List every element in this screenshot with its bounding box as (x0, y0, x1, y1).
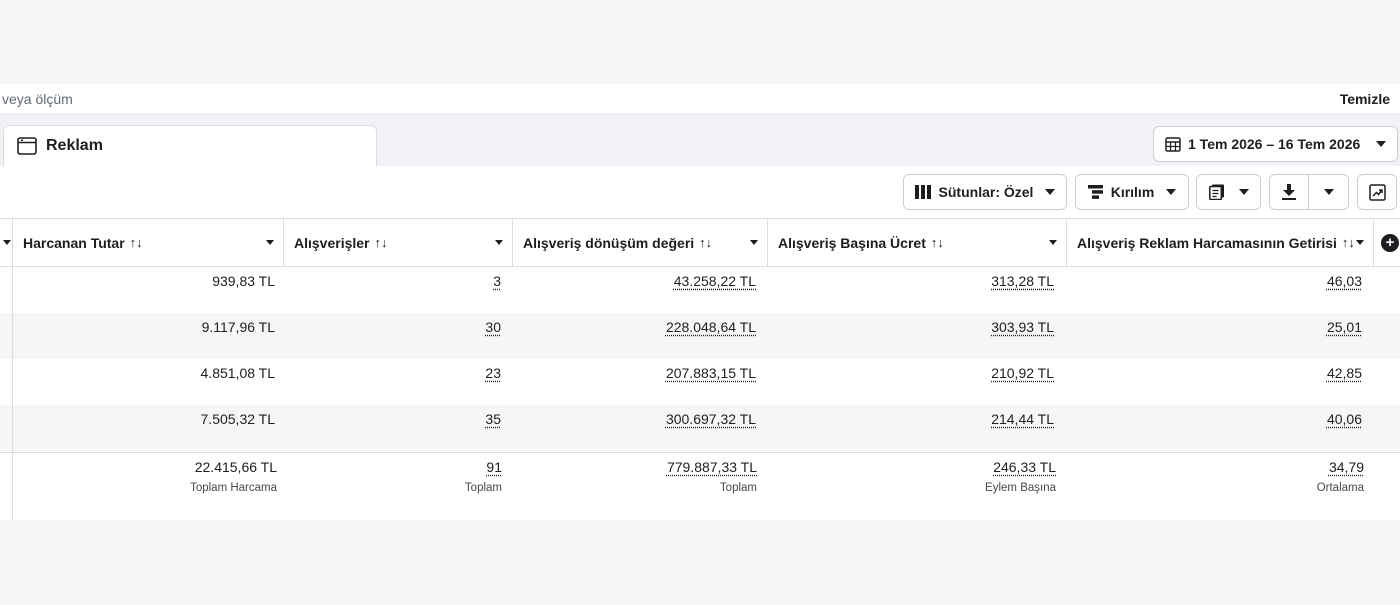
breakdown-label: Kırılım (1110, 184, 1155, 200)
cell-spend: 939,83 TL (212, 273, 275, 289)
chevron-down-icon (1323, 189, 1334, 195)
sort-icon[interactable]: ↑↓ (1341, 235, 1355, 250)
add-column-header: + (1374, 218, 1400, 267)
column-header-label: Alışveriş dönüşüm değeri (523, 234, 695, 251)
column-header-label: Alışveriş Başına Ücret (778, 234, 926, 251)
cell-roas[interactable]: 42,85 (1326, 365, 1362, 381)
chevron-down-icon (1045, 189, 1056, 195)
chevron-down-icon (1376, 141, 1386, 147)
cell-purchases[interactable]: 30 (485, 319, 501, 335)
cell-purchases[interactable]: 3 (493, 273, 501, 289)
filter-input[interactable]: veya ölçüm (2, 90, 73, 107)
cell-purchases[interactable]: 35 (485, 411, 501, 427)
cell-spend: 4.851,08 TL (200, 365, 275, 381)
table-row: 9.117,96 TL 30 228.048,64 TL 303,93 TL 2… (0, 313, 1400, 359)
cell-purchases[interactable]: 23 (485, 365, 501, 381)
tab-strip: Reklam 1 Tem 2026 – 16 Tem 2026 (0, 113, 1400, 166)
column-divider (1066, 218, 1067, 267)
total-conversion-value[interactable]: 779.887,33 TL (666, 459, 757, 475)
cell-cost-per-purchase[interactable]: 210,92 TL (991, 365, 1054, 381)
trend-chart-icon (1368, 183, 1386, 201)
total-purchases-label: Toplam (464, 482, 502, 494)
total-conversion-value-label: Toplam (719, 482, 757, 494)
reports-button[interactable] (1196, 174, 1261, 210)
filter-bar: veya ölçüm Temizle (0, 84, 1400, 113)
chevron-down-icon (3, 240, 11, 245)
toolbar: Sütunlar: Özel Kırılım (0, 166, 1400, 218)
cell-cost-per-purchase[interactable]: 313,28 TL (991, 273, 1054, 289)
column-divider (12, 218, 13, 267)
table-row: 4.851,08 TL 23 207.883,15 TL 210,92 TL 4… (0, 359, 1400, 405)
cell-spend: 9.117,96 TL (201, 319, 275, 335)
breakdown-button[interactable]: Kırılım (1075, 174, 1189, 210)
reports-icon (1208, 184, 1224, 200)
table-row: 939,83 TL 3 43.258,22 TL 313,28 TL 46,03 (0, 267, 1400, 313)
chevron-down-icon[interactable] (495, 240, 503, 245)
column-divider (283, 218, 284, 267)
cell-conversion-value[interactable]: 207.883,15 TL (665, 365, 756, 381)
calendar-icon (1165, 137, 1181, 152)
cell-roas[interactable]: 25,01 (1326, 319, 1362, 335)
total-cost-per-purchase-label: Eylem Başına (985, 482, 1056, 494)
sort-icon[interactable]: ↑↓ (374, 235, 388, 250)
total-roas-label: Ortalama (1316, 482, 1364, 494)
chart-toggle-button[interactable] (1357, 174, 1397, 210)
chevron-down-icon[interactable] (266, 240, 274, 245)
chevron-down-icon[interactable] (1049, 240, 1057, 245)
column-header-prev[interactable] (0, 218, 12, 267)
date-range-button[interactable]: 1 Tem 2026 – 16 Tem 2026 (1153, 126, 1398, 162)
tab-ad[interactable]: Reklam (3, 125, 377, 166)
sort-icon[interactable]: ↑↓ (930, 235, 944, 250)
breakdown-icon (1087, 185, 1103, 199)
column-header-label: Alışveriş Reklam Harcamasının Getirisi (1077, 234, 1337, 251)
total-spend-label: Toplam Harcama (190, 482, 277, 494)
column-header-label: Harcanan Tutar (23, 234, 125, 251)
columns-button[interactable]: Sütunlar: Özel (903, 174, 1067, 210)
tab-label: Reklam (46, 137, 103, 154)
cell-spend: 7.505,32 TL (200, 411, 275, 427)
chevron-down-icon[interactable] (750, 240, 758, 245)
cell-roas[interactable]: 40,06 (1326, 411, 1362, 427)
cell-conversion-value[interactable]: 228.048,64 TL (665, 319, 756, 335)
chevron-down-icon (1166, 189, 1177, 195)
total-cost-per-purchase[interactable]: 246,33 TL (993, 459, 1056, 475)
column-header-roas[interactable]: Alışveriş Reklam Harcamasının Getirisi ↑… (1067, 218, 1373, 267)
column-divider (512, 218, 513, 267)
cell-cost-per-purchase[interactable]: 303,93 TL (991, 319, 1054, 335)
add-column-icon[interactable]: + (1381, 234, 1399, 252)
date-range-label: 1 Tem 2026 – 16 Tem 2026 (1188, 136, 1361, 152)
export-menu-button[interactable] (1308, 174, 1349, 210)
total-purchases[interactable]: 91 (486, 459, 502, 475)
clear-button[interactable]: Temizle (1339, 90, 1390, 107)
sort-icon[interactable]: ↑↓ (129, 235, 143, 250)
total-spend: 22.415,66 TL (194, 459, 277, 475)
table-row: 7.505,32 TL 35 300.697,32 TL 214,44 TL 4… (0, 405, 1400, 451)
column-header-spend[interactable]: Harcanan Tutar ↑↓ (13, 218, 283, 267)
chevron-down-icon (1238, 189, 1249, 195)
column-header-label: Alışverişler (294, 234, 370, 251)
export-button[interactable] (1269, 174, 1309, 210)
column-divider (767, 218, 768, 267)
column-header-conversion-value[interactable]: Alışveriş dönüşüm değeri ↑↓ (513, 218, 767, 267)
cell-cost-per-purchase[interactable]: 214,44 TL (991, 411, 1054, 427)
cell-conversion-value[interactable]: 43.258,22 TL (673, 273, 756, 289)
column-header-purchases[interactable]: Alışverişler ↑↓ (284, 218, 512, 267)
download-icon (1282, 184, 1296, 200)
columns-icon (914, 185, 931, 199)
results-table: Harcanan Tutar ↑↓ Alışverişler ↑↓ Alışve… (0, 218, 1400, 520)
column-header-cost-per-purchase[interactable]: Alışveriş Başına Ücret ↑↓ (768, 218, 1066, 267)
sort-icon[interactable]: ↑↓ (699, 235, 713, 250)
cell-roas[interactable]: 46,03 (1326, 273, 1362, 289)
columns-label: Sütunlar: Özel (938, 184, 1034, 200)
chevron-down-icon[interactable] (1356, 240, 1364, 245)
total-roas[interactable]: 34,79 (1328, 459, 1364, 475)
window-icon (17, 137, 37, 155)
column-divider (1373, 218, 1374, 267)
table-left-border (12, 267, 13, 520)
cell-conversion-value[interactable]: 300.697,32 TL (665, 411, 756, 427)
totals-row: 22.415,66 TL Toplam Harcama 91 Toplam 77… (0, 452, 1400, 520)
